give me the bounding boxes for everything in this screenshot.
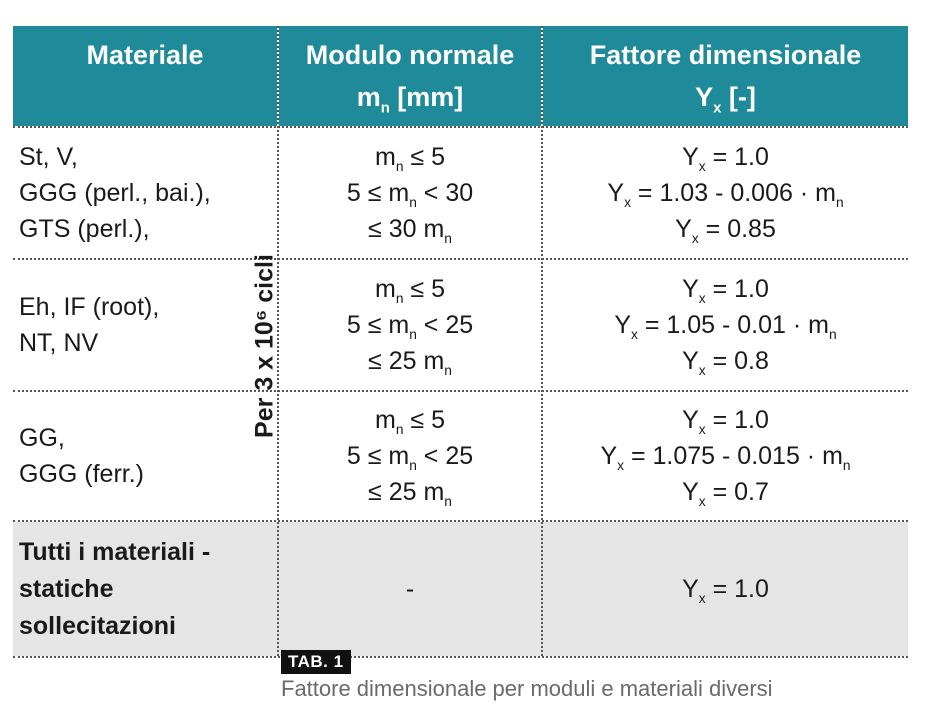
cell-line: ≤ 30 mn xyxy=(368,215,452,247)
dimension-factor-table: Materiale Modulo normale mn [mm] Fattore… xyxy=(13,26,908,658)
cell-line: NT, NV xyxy=(19,329,99,357)
table-caption: Fattore dimensionale per moduli e materi… xyxy=(281,676,773,701)
cell-line: - xyxy=(405,575,415,603)
column-divider xyxy=(277,26,279,656)
cell-line: mn ≤ 5 xyxy=(374,143,445,175)
cell-line: ≤ 25 mn xyxy=(368,478,452,510)
row-divider xyxy=(13,126,908,128)
row-divider xyxy=(13,258,908,260)
cell-line: 5 ≤ mn < 25 xyxy=(346,311,474,343)
cell-line: mn ≤ 5 xyxy=(374,406,445,438)
cell-line: GTS (perl.), xyxy=(19,215,150,243)
cell-line: Yx = 1.0 xyxy=(682,275,769,307)
cell-line: Yx = 1.03 - 0.006 · mn xyxy=(607,179,844,211)
cell-line: GG, xyxy=(19,424,65,452)
cell-line: 5 ≤ mn < 30 xyxy=(346,179,474,211)
row1-materials: St, V, GGG (perl., bai.), GTS (perl.), xyxy=(13,128,277,258)
row3-materials: GG, GGG (ferr.) xyxy=(13,392,277,520)
header-materiale: Materiale xyxy=(13,26,277,126)
cell-line: statiche xyxy=(19,574,114,603)
row4-materials: Tutti i materiali - statiche sollecitazion… xyxy=(13,522,277,656)
row2-materials: Eh, IF (root), NT, NV xyxy=(13,260,277,390)
cell-line: Yx = 1.075 - 0.015 · mn xyxy=(600,442,851,474)
cell-line: Yx = 1.0 xyxy=(682,143,769,175)
row3-fattore: Yx = 1.0 Yx = 1.075 - 0.015 · mn Yx = 0.7 xyxy=(543,392,908,520)
header-fattore: Fattore dimensionale Yx [-] xyxy=(543,26,908,126)
header-fattore-label: Fattore dimensionale xyxy=(589,40,862,70)
cell-line: Yx = 1.0 xyxy=(682,406,769,438)
row4-fattore: Yx = 1.0 xyxy=(543,522,908,656)
cell-line: Yx = 1.0 xyxy=(682,575,769,607)
row4-modulo: - xyxy=(279,522,541,656)
cycles-vertical-label-text: Per 3 x 10⁶ cicli xyxy=(250,254,279,438)
cell-line: GGG (ferr.) xyxy=(19,460,144,488)
cell-line: Yx = 0.8 xyxy=(682,347,769,379)
row-divider xyxy=(13,390,908,392)
cell-line: Yx = 0.7 xyxy=(682,478,769,510)
table-bottom-border xyxy=(13,656,908,658)
header-modulo: Modulo normale mn [mm] xyxy=(279,26,541,126)
table-tag: TAB. 1 xyxy=(281,650,351,674)
row1-modulo: mn ≤ 5 5 ≤ mn < 30 ≤ 30 mn xyxy=(279,128,541,258)
cell-line: 5 ≤ mn < 25 xyxy=(346,442,474,474)
row2-fattore: Yx = 1.0 Yx = 1.05 - 0.01 · mn Yx = 0.8 xyxy=(543,260,908,390)
cell-line: ≤ 25 mn xyxy=(368,347,452,379)
cell-line: GGG (perl., bai.), xyxy=(19,179,211,207)
header-modulo-unit: mn [mm] xyxy=(356,82,464,117)
header-materiale-label: Materiale xyxy=(86,40,204,70)
cell-line: Tutti i materiali - xyxy=(19,537,211,566)
cell-line: St, V, xyxy=(19,143,78,171)
row-divider xyxy=(13,520,908,522)
cell-line: sollecitazioni xyxy=(19,611,176,640)
cell-line: mn ≤ 5 xyxy=(374,275,445,307)
column-divider xyxy=(541,26,543,656)
cell-line: Yx = 0.85 xyxy=(675,215,776,247)
header-fattore-unit: Yx [-] xyxy=(695,82,756,117)
row2-modulo: mn ≤ 5 5 ≤ mn < 25 ≤ 25 mn xyxy=(279,260,541,390)
header-modulo-label: Modulo normale xyxy=(305,40,515,70)
cell-line: Yx = 1.05 - 0.01 · mn xyxy=(614,311,837,343)
row1-fattore: Yx = 1.0 Yx = 1.03 - 0.006 · mn Yx = 0.85 xyxy=(543,128,908,258)
row3-modulo: mn ≤ 5 5 ≤ mn < 25 ≤ 25 mn xyxy=(279,392,541,520)
cell-line: Eh, IF (root), xyxy=(19,293,160,321)
